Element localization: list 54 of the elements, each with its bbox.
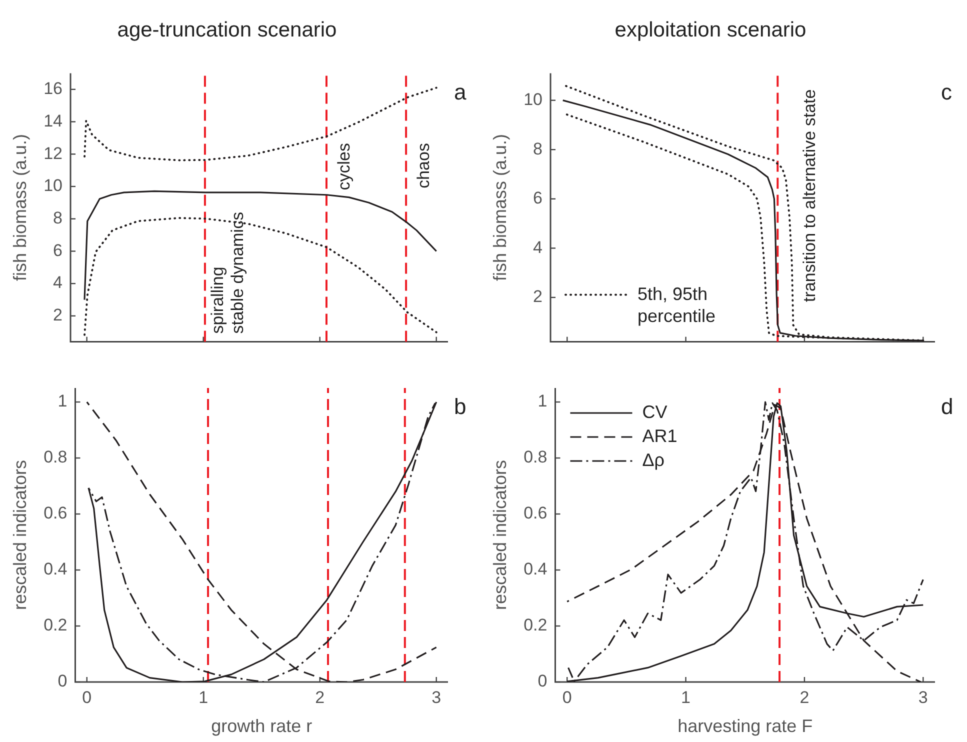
x-tick-label: 3: [432, 688, 442, 707]
y-tick-label: 8: [53, 208, 63, 228]
text: b: [454, 394, 466, 420]
y-tick-label: 4: [53, 273, 63, 292]
annotation: stable dynamics: [228, 212, 248, 334]
x-tick-label: 2: [800, 688, 810, 707]
y-tick-label: 10: [524, 90, 543, 109]
y-tick-label: 0.4: [44, 560, 68, 579]
x-tick-label: 0: [82, 688, 92, 707]
ref-line-label: spiralling: [208, 266, 228, 334]
ref-line-label: cycles: [334, 143, 354, 190]
y-tick-label: 0.6: [44, 504, 68, 523]
y-tick-label: 1: [58, 392, 68, 411]
y-tick-label: 12: [44, 144, 63, 163]
text: c: [941, 79, 952, 104]
chart-title: age-truncation scenario: [117, 18, 337, 42]
x-tick-label: 1: [681, 688, 691, 707]
x-axis-title: harvesting rate F: [678, 716, 813, 736]
y-tick-label: 0.6: [524, 504, 548, 523]
y-tick-label: 0: [58, 672, 68, 691]
x-tick-label: 3: [918, 688, 928, 707]
legend-label: Δρ: [642, 450, 664, 470]
y-tick-label: 6: [533, 188, 543, 208]
y-tick-label: 6: [53, 240, 63, 260]
x-axis-title: growth rate r: [211, 716, 312, 736]
y-tick-label: 0.8: [44, 448, 68, 467]
y-tick-label: 0.2: [44, 616, 68, 635]
y-tick-label: 2: [53, 306, 63, 325]
y-tick-label: 0.2: [524, 616, 548, 635]
y-tick-label: 4: [533, 238, 543, 257]
y-axis-title: fish biomass (a.u.): [490, 134, 510, 282]
chart-title: exploitation scenario: [614, 18, 806, 42]
y-tick-label: 16: [44, 79, 63, 98]
y-axis-title: rescaled indicators: [490, 460, 510, 610]
legend-label: 5th, 95th percentile: [638, 284, 716, 326]
y-tick-label: 0.8: [524, 448, 548, 467]
ref-line-label: chaos: [414, 143, 434, 188]
y-tick-label: 10: [44, 176, 63, 196]
y-tick-label: 0.4: [524, 560, 548, 579]
y-tick-label: 0: [538, 672, 548, 691]
x-tick-label: 0: [562, 688, 572, 707]
y-tick-label: 8: [533, 139, 543, 158]
text: d: [941, 394, 954, 420]
y-tick-label: 1: [538, 392, 548, 411]
text: a: [454, 79, 467, 104]
ref-line-label: transition to alternative state: [800, 89, 819, 302]
x-tick-label: 2: [315, 688, 325, 707]
y-axis-title: rescaled indicators: [10, 460, 30, 610]
y-tick-label: 14: [44, 111, 63, 130]
y-axis-title: fish biomass (a.u.): [10, 134, 30, 282]
y-tick-label: 2: [533, 287, 543, 306]
legend-label: CV: [642, 402, 668, 422]
legend-label: AR1: [642, 426, 678, 446]
x-tick-label: 1: [198, 688, 208, 707]
